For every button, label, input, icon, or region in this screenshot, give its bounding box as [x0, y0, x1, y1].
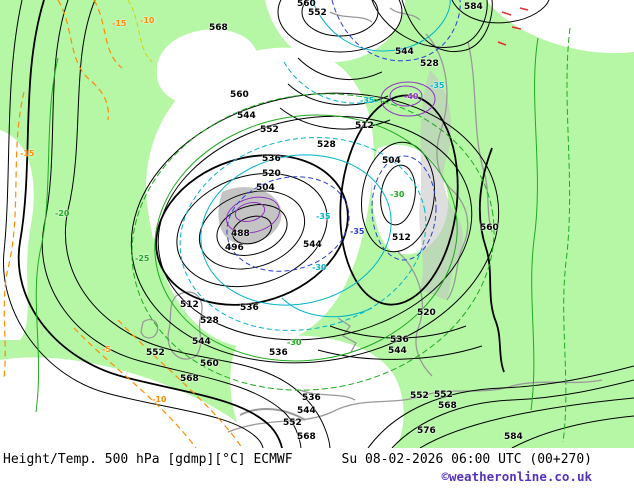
- footer: Height/Temp. 500 hPa [gdmp][°C] ECMWF Su…: [0, 448, 634, 484]
- red-barb-marks: [497, 7, 529, 46]
- map-area: 560 552 584 568 544 528 560 544 552 512 528 536 520 5…: [0, 0, 634, 448]
- chart-title: Height/Temp. 500 hPa [gdmp][°C] ECMWF: [3, 452, 293, 467]
- contour-map-graphic: [0, 0, 634, 448]
- height-contour-lines: [2, 0, 634, 448]
- temperature-contour-lines: [3, 0, 571, 448]
- footer-caption-row: Height/Temp. 500 hPa [gdmp][°C] ECMWF Su…: [3, 452, 592, 467]
- chart-datetime: Su 08-02-2026 06:00 UTC (00+270): [341, 452, 592, 467]
- copyright-link[interactable]: ©weatheronline.co.uk: [441, 469, 592, 484]
- coastline-layer: [140, 7, 603, 433]
